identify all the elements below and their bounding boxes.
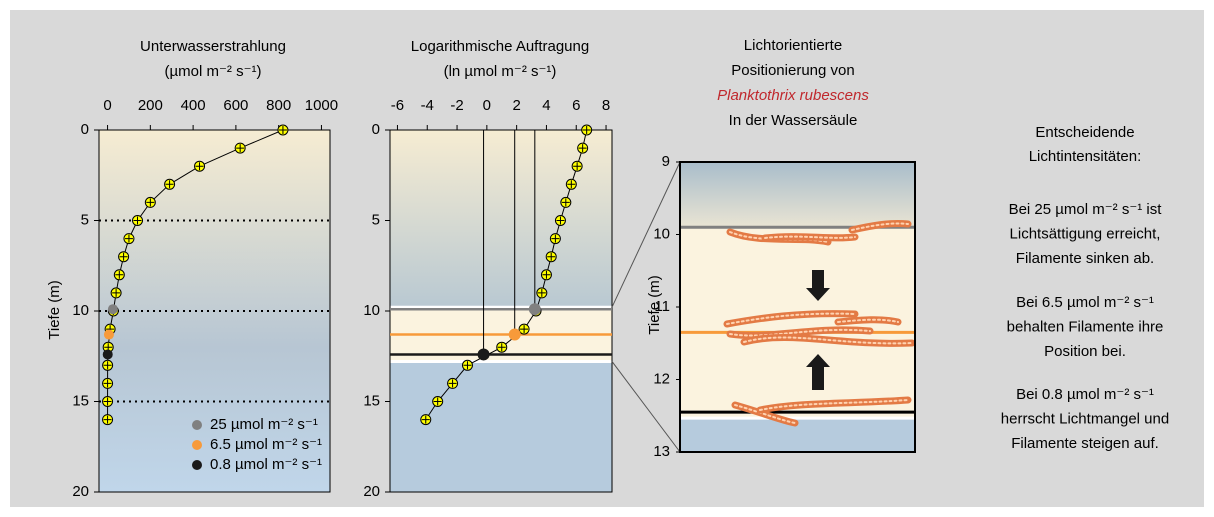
x-tick-label: -2 (450, 97, 463, 114)
highlight-point (103, 349, 113, 359)
chart-title: Planktothrix rubescens (717, 87, 869, 104)
chart-title: Logarithmische Auftragung (411, 38, 589, 55)
highlight-point (478, 348, 490, 360)
y-tick-label: 5 (81, 211, 89, 228)
x-tick-label: 600 (223, 97, 248, 114)
side-text: Bei 6.5 µmol m⁻² s⁻¹ (1016, 294, 1154, 311)
x-tick-label: 0 (483, 97, 491, 114)
y-axis-label: Tiefe (m) (46, 280, 63, 339)
zone-upper (680, 162, 915, 227)
legend-marker (192, 460, 202, 470)
legend-label: 0.8 µmol m⁻² s⁻¹ (210, 456, 322, 473)
side-text: Lichtsättigung erreicht, (1010, 225, 1161, 242)
legend-marker (192, 440, 202, 450)
zone-lower (390, 361, 612, 492)
y-tick-label: 13 (653, 443, 670, 460)
filaments (680, 162, 915, 452)
y-tick-label: 20 (363, 483, 380, 500)
legend-marker (192, 420, 202, 430)
y-tick-label: 12 (653, 370, 670, 387)
highlight-point (108, 304, 118, 314)
chart-title: (µmol m⁻² s⁻¹) (165, 63, 262, 80)
y-tick-label: 10 (653, 225, 670, 242)
y-tick-label: 15 (72, 392, 89, 409)
side-text: Bei 25 µmol m⁻² s⁻¹ ist (1009, 201, 1163, 218)
y-tick-label: 15 (363, 392, 380, 409)
highlight-point (104, 330, 114, 340)
x-tick-label: 0 (103, 97, 111, 114)
chart-title: (ln µmol m⁻² s⁻¹) (444, 63, 557, 80)
y-tick-label: 20 (72, 483, 89, 500)
x-tick-label: 400 (181, 97, 206, 114)
x-tick-label: 2 (512, 97, 520, 114)
chart-title: Unterwasserstrahlung (140, 38, 286, 55)
side-title: Entscheidende (1035, 124, 1134, 141)
y-tick-label: 0 (372, 121, 380, 138)
side-text: Position bei. (1044, 343, 1126, 360)
legend-label: 25 µmol m⁻² s⁻¹ (210, 416, 318, 433)
y-tick-label: 5 (372, 211, 380, 228)
x-tick-label: 800 (266, 97, 291, 114)
y-tick-label: 10 (363, 302, 380, 319)
chart-title: Lichtorientierte (744, 37, 842, 54)
x-tick-label: -6 (391, 97, 404, 114)
zone-upper (390, 130, 612, 309)
y-axis-label: Tiefe (m) (646, 275, 663, 334)
x-tick-label: -4 (421, 97, 434, 114)
x-tick-label: 200 (138, 97, 163, 114)
y-tick-label: 0 (81, 121, 89, 138)
legend-label: 6.5 µmol m⁻² s⁻¹ (210, 436, 322, 453)
side-text: Filamente sinken ab. (1016, 250, 1154, 267)
highlight-point (529, 303, 541, 315)
highlight-point (509, 329, 521, 341)
chart-title: Positionierung von (731, 62, 854, 79)
figure: Unterwasserstrahlung (µmol m⁻² s⁻¹) Tiefe … (0, 0, 1214, 517)
side-text: Bei 0.8 µmol m⁻² s⁻¹ (1016, 386, 1154, 403)
chart-title: In der Wassersäule (729, 112, 858, 129)
side-title: Lichtintensitäten: (1029, 148, 1142, 165)
x-tick-label: 8 (602, 97, 610, 114)
side-text: behalten Filamente ihre (1007, 318, 1164, 335)
x-tick-label: 6 (572, 97, 580, 114)
x-tick-label: 1000 (305, 97, 338, 114)
y-tick-label: 9 (662, 153, 670, 170)
side-text: Filamente steigen auf. (1011, 435, 1159, 452)
side-text: herrscht Lichtmangel und (1001, 410, 1169, 427)
x-tick-label: 4 (542, 97, 550, 114)
y-tick-label: 10 (72, 302, 89, 319)
